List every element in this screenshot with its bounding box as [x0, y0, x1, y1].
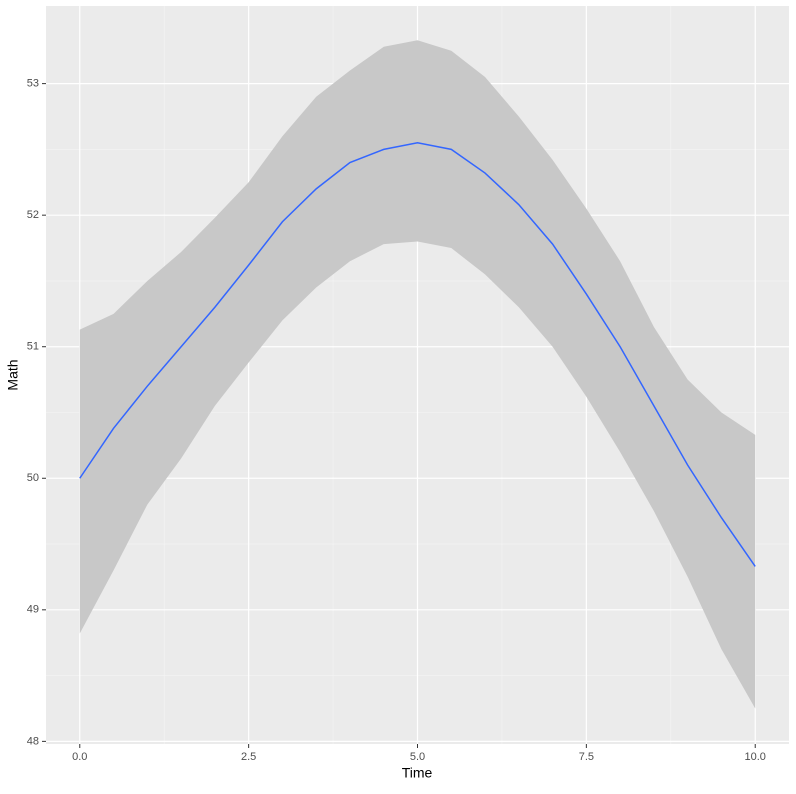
y-tick-label: 49: [27, 604, 39, 616]
y-tick-label: 51: [27, 341, 39, 353]
x-tick-label: 2.5: [241, 751, 256, 763]
x-tick-label: 7.5: [579, 751, 594, 763]
confidence-band: [79, 40, 756, 709]
y-tick-label: 48: [27, 735, 39, 747]
y-tick-label: 53: [27, 78, 39, 90]
smooth-line: [79, 142, 756, 567]
y-axis-title: Math: [5, 359, 21, 390]
x-tick-label: 10.0: [745, 751, 766, 763]
x-tick-label: 0.0: [72, 751, 87, 763]
y-tick-label: 52: [27, 209, 39, 221]
y-tick-label: 50: [27, 472, 39, 484]
x-tick-label: 5.0: [410, 751, 425, 763]
x-axis-title: Time: [402, 765, 433, 781]
